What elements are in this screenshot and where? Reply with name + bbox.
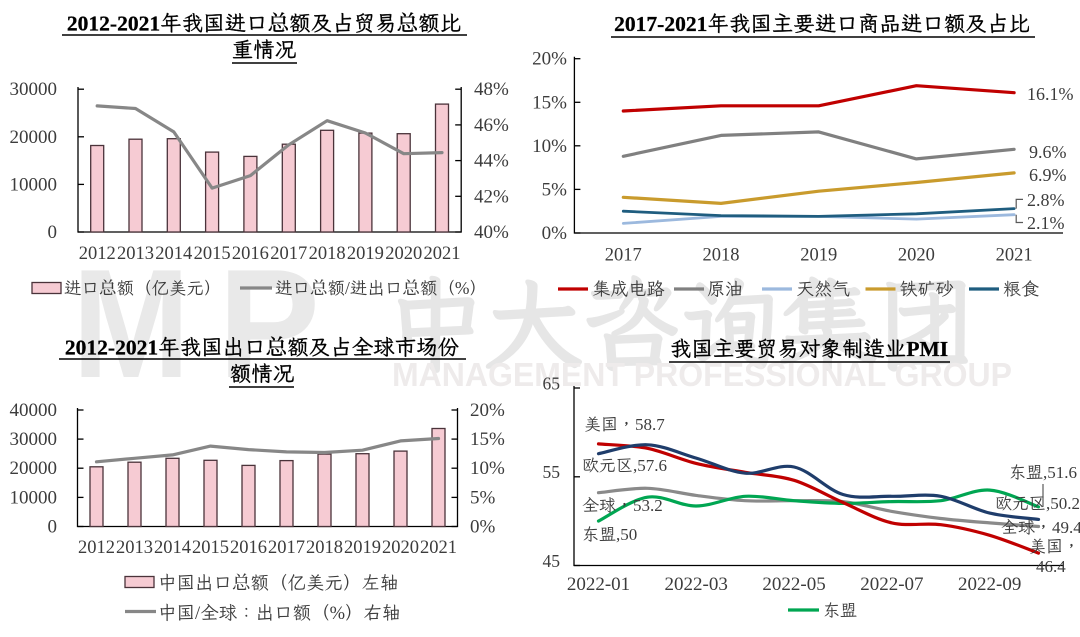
svg-text:0: 0 [48, 222, 58, 243]
svg-text:全球，49.4: 全球，49.4 [1001, 518, 1080, 537]
svg-text:42%: 42% [474, 186, 509, 207]
svg-text:6.9%: 6.9% [1029, 165, 1067, 185]
svg-text:2017: 2017 [270, 244, 307, 264]
svg-text:铁矿砂: 铁矿砂 [900, 279, 954, 299]
svg-text:2012-2021年我国出口总额及占全球市场份: 2012-2021年我国出口总额及占全球市场份 [65, 336, 459, 360]
svg-text:2021: 2021 [996, 246, 1033, 266]
svg-text:美国，: 美国， [1029, 537, 1080, 556]
svg-text:M: M [72, 237, 190, 410]
svg-text:2019: 2019 [344, 538, 381, 558]
svg-text:16.1%: 16.1% [1027, 84, 1074, 104]
svg-text:2013: 2013 [117, 244, 154, 264]
svg-text:2017: 2017 [605, 246, 642, 266]
svg-text:10000: 10000 [10, 487, 58, 508]
svg-text:2012-2021年我国进口总额及占贸易总额比: 2012-2021年我国进口总额及占贸易总额比 [67, 12, 461, 36]
svg-text:2014: 2014 [154, 538, 191, 558]
svg-text:2022-05: 2022-05 [762, 574, 825, 595]
svg-text:2013: 2013 [116, 538, 153, 558]
svg-text:2016: 2016 [232, 244, 269, 264]
svg-text:20000: 20000 [10, 127, 58, 148]
svg-text:30000: 30000 [10, 79, 58, 100]
svg-text:额情况: 额情况 [230, 362, 295, 386]
svg-text:46%: 46% [474, 115, 509, 136]
svg-text:天然气: 天然气 [796, 279, 850, 299]
svg-text:中国/全球：出口额（%）右轴: 中国/全球：出口额（%）右轴 [158, 603, 401, 624]
svg-text:2018: 2018 [306, 538, 343, 558]
svg-text:粮食: 粮食 [1003, 279, 1039, 299]
svg-text:15%: 15% [532, 92, 567, 113]
svg-text:2015: 2015 [192, 538, 229, 558]
svg-text:东盟: 东盟 [823, 601, 857, 620]
svg-text:2020: 2020 [382, 538, 419, 558]
svg-text:20%: 20% [470, 400, 505, 421]
svg-text:我国主要贸易对象制造业PMI: 我国主要贸易对象制造业PMI [670, 337, 948, 361]
svg-text:20000: 20000 [10, 458, 58, 479]
svg-text:2014: 2014 [155, 244, 192, 264]
svg-text:原油: 原油 [707, 279, 743, 299]
svg-text:0%: 0% [470, 517, 496, 538]
svg-text:欧元区,57.6: 欧元区,57.6 [582, 456, 667, 475]
svg-text:40000: 40000 [10, 400, 58, 421]
svg-text:2012: 2012 [78, 538, 115, 558]
svg-text:2021: 2021 [420, 538, 457, 558]
svg-text:2.8%: 2.8% [1027, 190, 1065, 210]
svg-text:进口总额/进出口总额（%）: 进口总额/进出口总额（%） [275, 278, 487, 298]
svg-text:20%: 20% [532, 49, 567, 70]
svg-text:10%: 10% [532, 136, 567, 157]
svg-text:0%: 0% [542, 223, 568, 244]
svg-text:9.6%: 9.6% [1029, 142, 1067, 162]
svg-text:5%: 5% [542, 179, 568, 200]
svg-text:30000: 30000 [10, 429, 58, 450]
svg-text:2.1%: 2.1% [1027, 213, 1065, 233]
svg-text:2020: 2020 [898, 246, 935, 266]
svg-text:46.4: 46.4 [1036, 557, 1066, 576]
svg-text:65: 65 [543, 374, 561, 394]
svg-text:15%: 15% [470, 429, 505, 450]
svg-text:2017-2021年我国主要进口商品进口额及占比: 2017-2021年我国主要进口商品进口额及占比 [614, 12, 1030, 36]
svg-text:2015: 2015 [194, 244, 231, 264]
svg-text:东盟,51.6: 东盟,51.6 [1009, 463, 1077, 482]
svg-text:40%: 40% [474, 222, 509, 243]
svg-text:44%: 44% [474, 151, 509, 172]
svg-text:2022-09: 2022-09 [958, 574, 1021, 595]
svg-text:进口总额（亿美元）: 进口总额（亿美元） [64, 278, 222, 298]
svg-text:2022-07: 2022-07 [860, 574, 923, 595]
svg-text:美国，58.7: 美国，58.7 [584, 415, 665, 434]
svg-text:5%: 5% [470, 487, 496, 508]
svg-text:10000: 10000 [10, 174, 58, 195]
svg-text:2018: 2018 [309, 244, 346, 264]
svg-text:2019: 2019 [800, 246, 837, 266]
svg-text:2012: 2012 [79, 244, 116, 264]
svg-text:45: 45 [543, 551, 561, 571]
svg-text:2016: 2016 [230, 538, 267, 558]
svg-text:2020: 2020 [385, 244, 422, 264]
svg-text:P: P [218, 237, 320, 410]
svg-text:2018: 2018 [703, 246, 740, 266]
svg-text:中国出口总额（亿美元）左轴: 中国出口总额（亿美元）左轴 [158, 573, 399, 594]
svg-text:2022-01: 2022-01 [567, 574, 630, 595]
svg-text:东盟,50: 东盟,50 [582, 525, 637, 544]
svg-text:集成电路: 集成电路 [593, 279, 665, 299]
svg-text:2019: 2019 [347, 244, 384, 264]
svg-text:2017: 2017 [268, 538, 305, 558]
svg-text:0: 0 [48, 517, 58, 538]
svg-text:全球，53.2: 全球，53.2 [582, 496, 663, 515]
svg-text:重情况: 重情况 [232, 38, 297, 62]
svg-text:10%: 10% [470, 458, 505, 479]
svg-text:2021: 2021 [424, 244, 461, 264]
svg-text:中大咨询集团: 中大咨询集团 [386, 257, 976, 389]
svg-text:55: 55 [543, 462, 561, 482]
svg-text:欧元区,50.2: 欧元区,50.2 [995, 494, 1080, 513]
svg-text:2022-03: 2022-03 [665, 574, 728, 595]
svg-text:48%: 48% [474, 79, 509, 100]
